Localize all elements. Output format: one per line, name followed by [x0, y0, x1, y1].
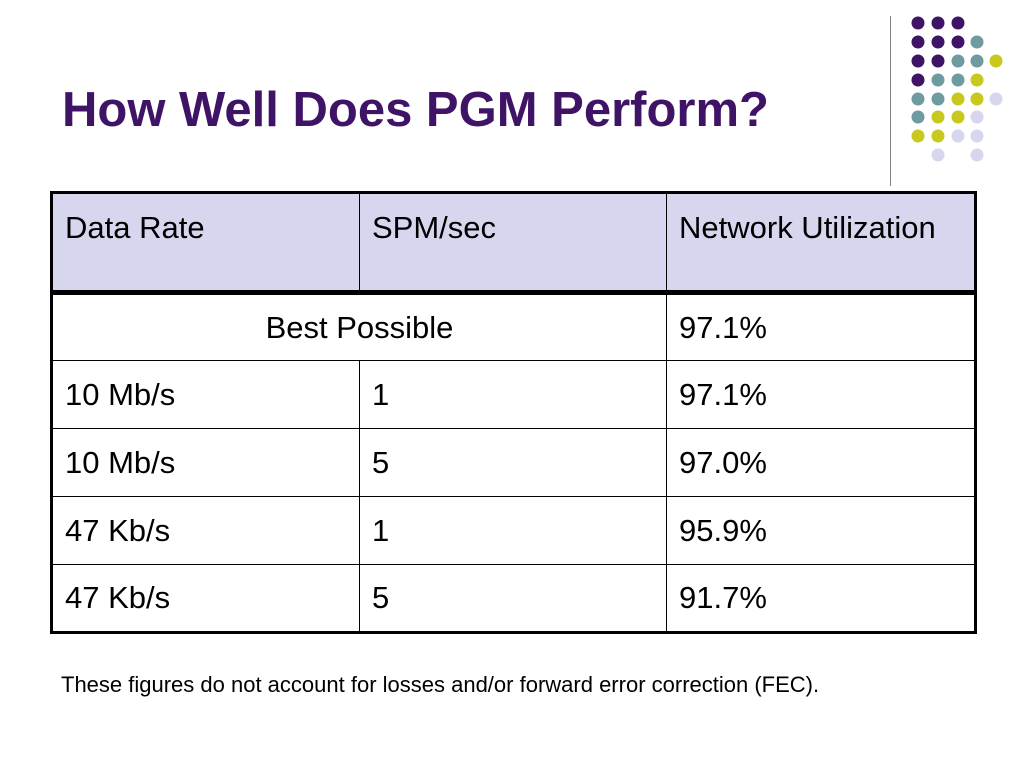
utilization-cell: 97.1% [666, 360, 977, 429]
data-rate-cell: 10 Mb/s [50, 360, 360, 429]
title-divider-line [890, 16, 891, 186]
performance-table: Data Rate SPM/sec Network Utilization Be… [50, 191, 977, 634]
table-row: 10 Mb/s 1 97.1% [50, 360, 977, 429]
table-row: 47 Kb/s 1 95.9% [50, 496, 977, 565]
utilization-cell: 91.7% [666, 564, 977, 634]
utilization-cell: 95.9% [666, 496, 977, 565]
data-rate-cell: 47 Kb/s [50, 496, 360, 565]
spm-cell: 1 [359, 496, 667, 565]
spm-cell: 1 [359, 360, 667, 429]
header-spm-per-sec: SPM/sec [359, 191, 667, 295]
table-body: Best Possible 97.1% 10 Mb/s 1 97.1% 10 M… [50, 292, 977, 634]
best-possible-utilization: 97.1% [666, 292, 977, 361]
table-header: Data Rate SPM/sec Network Utilization [50, 191, 977, 295]
slide-title: How Well Does PGM Perform? [62, 83, 769, 137]
dot-grid-graphic [911, 16, 1003, 162]
spm-cell: 5 [359, 564, 667, 634]
table-row-best-possible: Best Possible 97.1% [50, 292, 977, 361]
best-possible-label: Best Possible [50, 292, 667, 361]
slide-footnote: These figures do not account for losses … [61, 672, 820, 697]
spm-cell: 5 [359, 428, 667, 497]
data-rate-cell: 10 Mb/s [50, 428, 360, 497]
header-data-rate: Data Rate [50, 191, 360, 295]
table-row: 47 Kb/s 5 91.7% [50, 564, 977, 634]
header-row: Data Rate SPM/sec Network Utilization [50, 191, 977, 295]
decorative-dot-grid [900, 10, 1020, 170]
header-network-utilization: Network Utilization [666, 191, 977, 295]
data-rate-cell: 47 Kb/s [50, 564, 360, 634]
table-row: 10 Mb/s 5 97.0% [50, 428, 977, 497]
utilization-cell: 97.0% [666, 428, 977, 497]
